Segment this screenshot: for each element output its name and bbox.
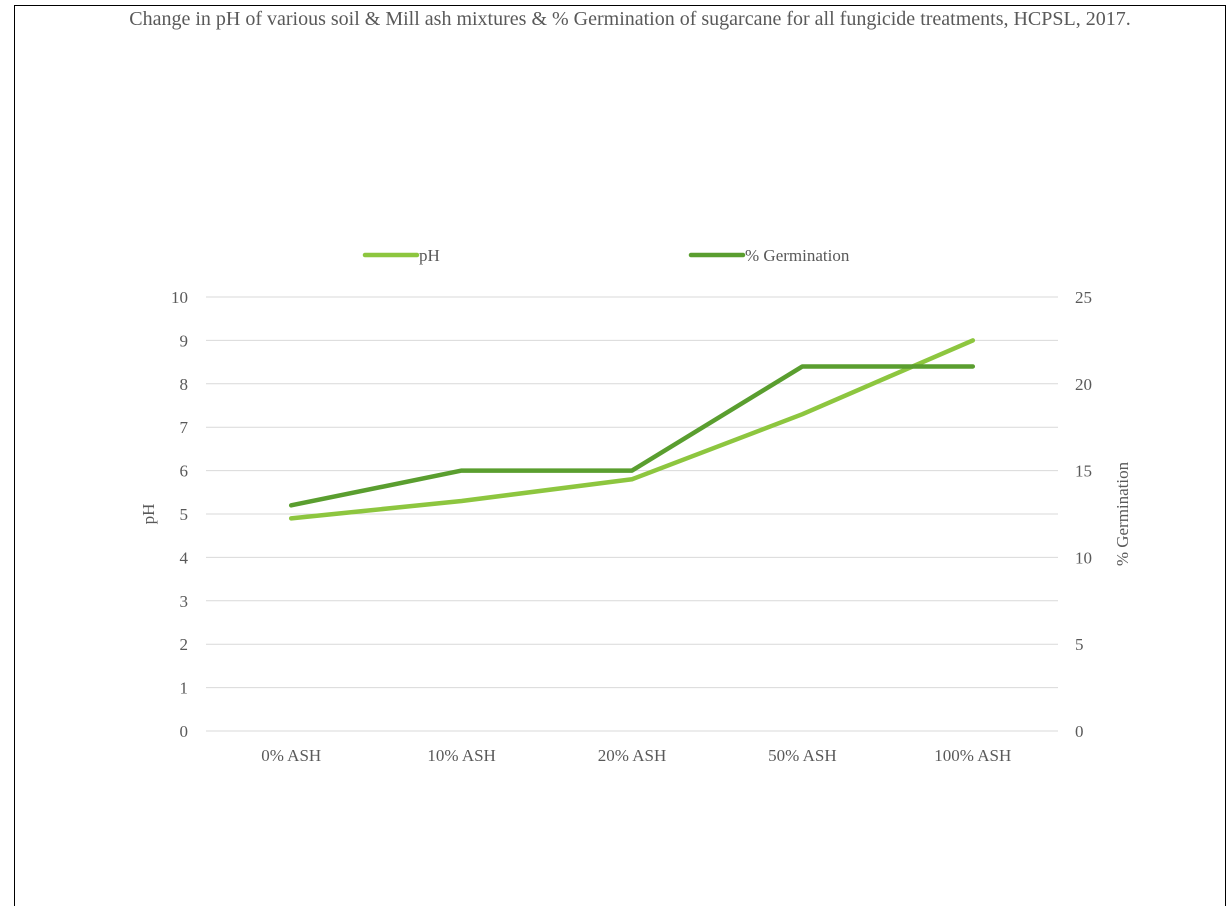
x-tick-label: 10% ASH [427,746,495,765]
x-tick-label: 50% ASH [768,746,836,765]
chart-title: Change in pH of various soil & Mill ash … [129,8,1131,30]
y-tick-label: 5 [180,505,189,524]
chart-frame: Change in pH of various soil & Mill ash … [14,5,1226,906]
y2-axis-title: % Germination [1113,461,1132,566]
x-tick-label: 20% ASH [598,746,666,765]
y2-tick-label: 0 [1075,722,1084,741]
x-tick-label: 0% ASH [261,746,321,765]
y-tick-label: 0 [180,722,189,741]
y2-tick-label: 10 [1075,548,1092,567]
y2-tick-label: 20 [1075,375,1092,394]
y-tick-label: 9 [180,331,189,350]
series-line-2 [288,364,976,508]
y-tick-label: 1 [180,679,189,698]
y2-tick-label: 15 [1075,462,1092,481]
y-tick-label: 4 [180,548,189,567]
y-axis-title: pH [139,504,158,525]
y-tick-label: 8 [180,375,189,394]
x-tick-label: 100% ASH [934,746,1011,765]
y-tick-label: 3 [180,592,189,611]
y-tick-label: 10 [171,288,188,307]
y-tick-label: 2 [180,635,189,654]
y-tick-label: 7 [180,418,189,437]
series-line-1 [288,338,976,521]
legend-label: pH [419,246,440,265]
legend-label: % Germination [745,246,850,265]
y2-tick-label: 5 [1075,635,1084,654]
y2-tick-label: 25 [1075,288,1092,307]
y-tick-label: 6 [180,462,189,481]
